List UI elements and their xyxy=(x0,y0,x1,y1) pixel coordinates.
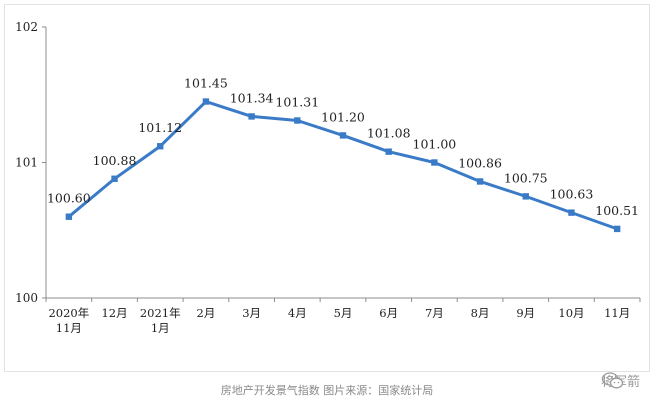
x-tick-label: 3月 xyxy=(242,306,261,320)
data-label: 100.60 xyxy=(47,191,91,206)
data-label: 101.12 xyxy=(138,120,182,135)
x-tick-label: 12月 xyxy=(101,306,127,320)
data-label: 100.63 xyxy=(550,187,594,202)
data-point-marker xyxy=(248,113,255,120)
data-label: 101.31 xyxy=(275,94,319,109)
y-tick-label: 101 xyxy=(15,156,38,170)
x-tick-label: 2月 xyxy=(197,306,216,320)
x-tick-label: 10月 xyxy=(558,306,584,320)
x-tick-label: 9月 xyxy=(516,306,535,320)
x-tick-label: 4月 xyxy=(288,306,307,320)
data-point-marker xyxy=(431,159,438,166)
y-tick-label: 102 xyxy=(15,20,38,34)
series-group xyxy=(65,98,621,233)
data-label: 101.45 xyxy=(184,76,228,91)
data-point-marker xyxy=(522,193,529,200)
chart-caption: 房地产开发景气指数 图片来源：国家统计局 xyxy=(220,384,434,397)
data-point-marker xyxy=(202,98,210,105)
x-tick-label: 8月 xyxy=(471,306,490,320)
data-point-marker xyxy=(339,132,347,139)
data-point-marker xyxy=(568,209,575,216)
data-point-marker xyxy=(294,117,301,124)
data-point-marker xyxy=(65,213,73,220)
data-label: 101.08 xyxy=(367,126,411,141)
data-point-marker xyxy=(476,178,484,185)
data-label: 100.75 xyxy=(504,170,548,185)
x-tick-label: 6月 xyxy=(379,306,398,320)
data-point-marker xyxy=(613,225,621,233)
watermark: 将军箭 xyxy=(601,371,640,390)
x-tick-label: 7月 xyxy=(425,306,444,320)
data-label: 101.34 xyxy=(230,90,274,105)
data-label: 100.88 xyxy=(93,153,137,168)
data-point-marker xyxy=(157,143,164,150)
x-tick-label: 11月 xyxy=(604,306,630,320)
data-label: 100.86 xyxy=(458,155,502,170)
x-tick-label: 2021年 1月 xyxy=(140,306,181,335)
x-axis-ticks: 2020年 11月 12月 2021年 1月 2月 3月 4月 5月 6月 7月 8月 9月 10月 11月 xyxy=(45,298,641,335)
y-tick-label: 100 xyxy=(15,291,38,305)
y-axis-ticks: 100 101 102 xyxy=(15,20,46,305)
data-label: 100.51 xyxy=(595,203,639,218)
data-point-marker xyxy=(111,175,118,182)
chart-frame xyxy=(4,4,650,372)
x-tick-label: 5月 xyxy=(334,306,353,320)
data-label: 101.00 xyxy=(413,137,457,152)
x-tick-label: 2020年 11月 xyxy=(48,306,89,335)
data-label: 101.20 xyxy=(321,109,365,124)
wechat-icon xyxy=(601,372,624,389)
data-point-marker xyxy=(385,148,392,155)
